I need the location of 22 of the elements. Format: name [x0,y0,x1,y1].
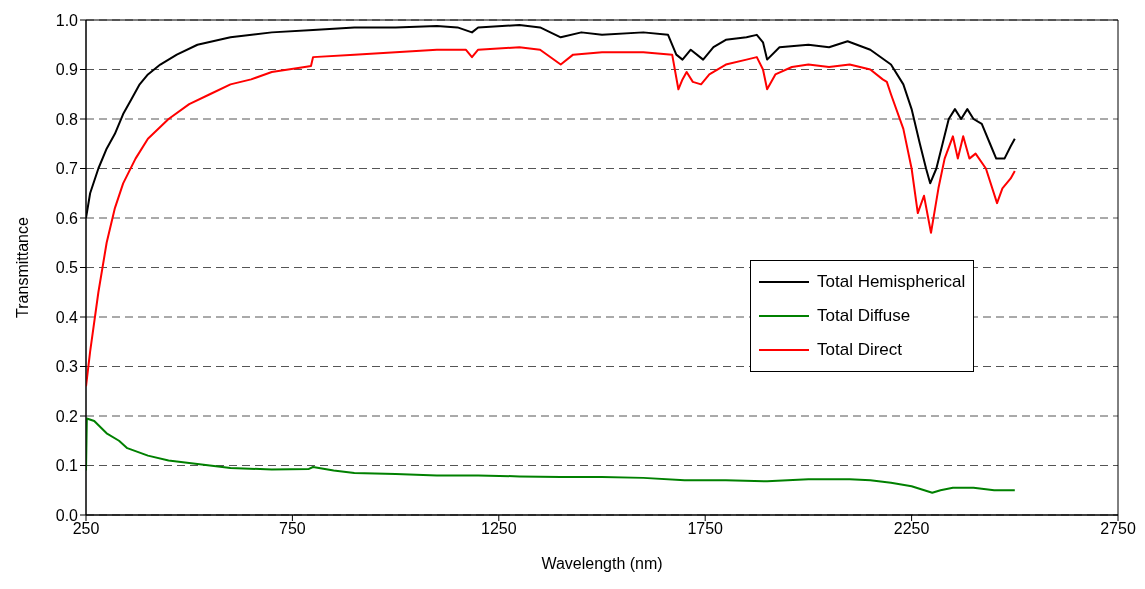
x-tick-label: 2250 [893,520,930,538]
y-tick-label: 0.3 [55,358,79,376]
y-tick-label: 0.7 [55,160,79,178]
y-tick-label: 0.1 [55,457,79,475]
x-tick-label: 250 [72,520,100,538]
x-tick-label: 2750 [1100,520,1136,538]
y-tick-label: 0.9 [55,61,79,79]
x-tick-label: 1750 [687,520,724,538]
x-axis-title: Wavelength (nm) [541,555,663,572]
legend-label: Total Hemispherical [817,272,966,292]
y-tick-label: 1.0 [55,11,79,29]
line-series [86,417,1016,494]
x-tick-label: 750 [279,520,306,538]
x-tick-label: 1250 [481,520,517,538]
y-tick-label: 0.5 [55,259,79,277]
y-axis-title: Transmittance [13,217,31,318]
y-tick-label: 0.2 [55,407,79,425]
y-tick-label: 0.6 [55,209,79,227]
y-tick-label: 0.8 [55,110,79,128]
y-tick-label: 0.4 [55,308,79,326]
legend-label: Total Diffuse [817,306,911,326]
legend-label: Total Direct [817,340,903,360]
